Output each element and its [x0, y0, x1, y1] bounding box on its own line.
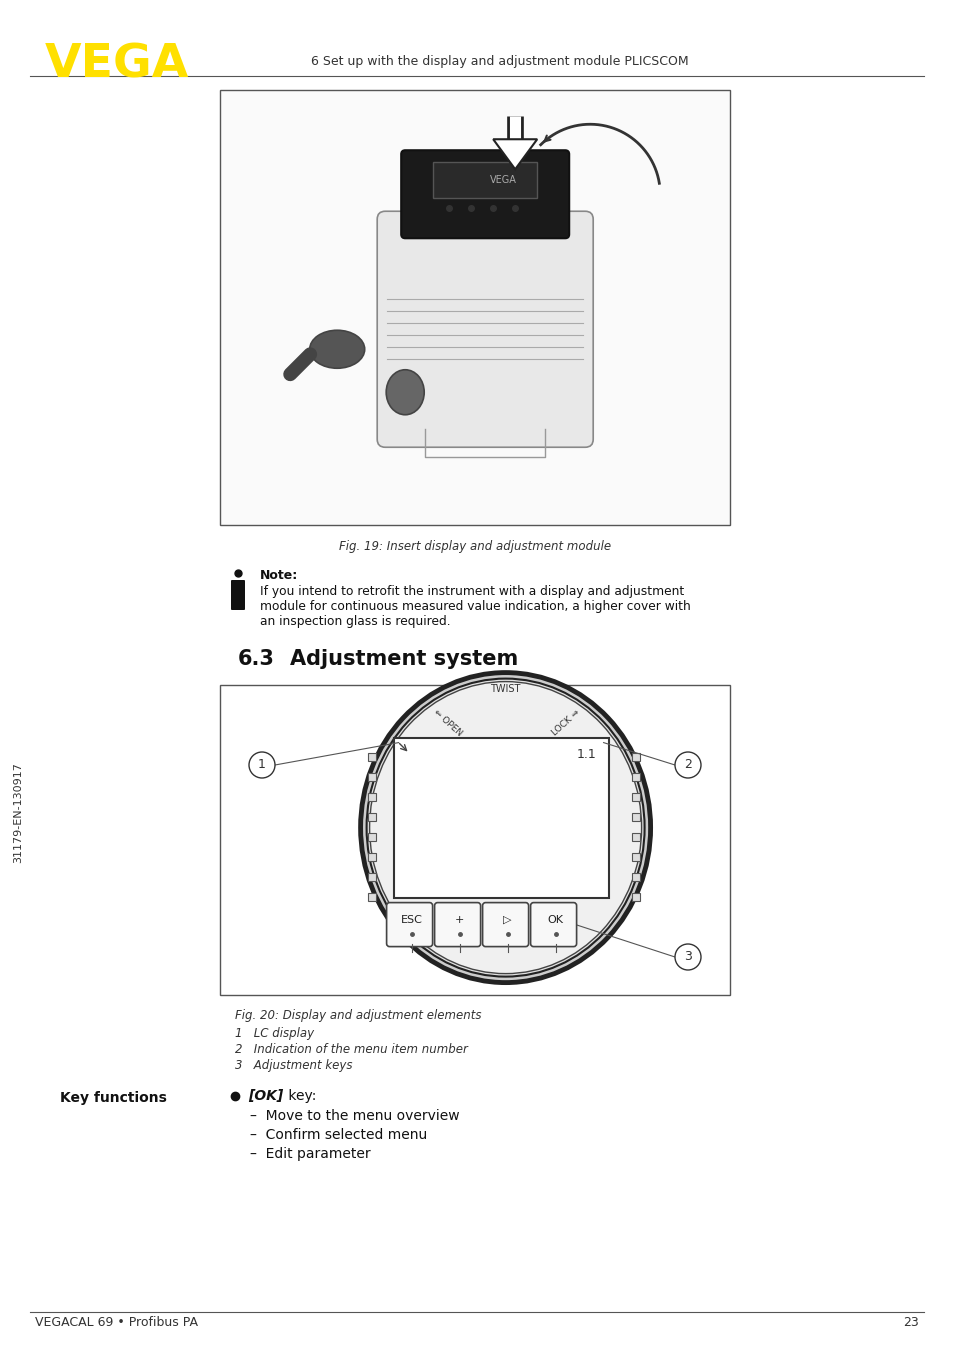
Text: +: + — [455, 914, 464, 925]
Text: 1.1: 1.1 — [577, 747, 596, 761]
Ellipse shape — [360, 673, 650, 983]
Text: If you intend to retrofit the instrument with a display and adjustment: If you intend to retrofit the instrument… — [260, 585, 683, 598]
FancyBboxPatch shape — [376, 211, 593, 447]
Text: 6 Set up with the display and adjustment module PLICSCOM: 6 Set up with the display and adjustment… — [311, 56, 688, 69]
Text: 1: 1 — [258, 758, 266, 772]
Ellipse shape — [386, 370, 424, 414]
FancyBboxPatch shape — [482, 903, 528, 946]
Text: Fig. 19: Insert display and adjustment module: Fig. 19: Insert display and adjustment m… — [338, 540, 611, 552]
Text: ⇐ OPEN: ⇐ OPEN — [431, 708, 463, 738]
Text: VEGA: VEGA — [45, 42, 190, 87]
Bar — [367, 892, 375, 900]
FancyBboxPatch shape — [386, 903, 432, 946]
Circle shape — [249, 751, 274, 779]
Text: an inspection glass is required.: an inspection glass is required. — [260, 615, 450, 628]
Circle shape — [675, 751, 700, 779]
Text: 31179-EN-130917: 31179-EN-130917 — [13, 762, 23, 862]
Text: 6.3: 6.3 — [237, 649, 274, 669]
Text: TWIST: TWIST — [490, 684, 520, 693]
Bar — [367, 812, 375, 821]
Text: VEGACAL 69 • Profibus PA: VEGACAL 69 • Profibus PA — [35, 1316, 198, 1330]
Text: 3: 3 — [683, 951, 691, 964]
Bar — [367, 792, 375, 800]
FancyBboxPatch shape — [401, 150, 569, 238]
Text: ESC: ESC — [400, 914, 422, 925]
Text: Key functions: Key functions — [60, 1091, 167, 1105]
Bar — [631, 833, 639, 841]
Bar — [367, 833, 375, 841]
Ellipse shape — [366, 678, 644, 976]
Bar — [220, 89, 729, 525]
FancyBboxPatch shape — [435, 903, 480, 946]
Text: 3   Adjustment keys: 3 Adjustment keys — [234, 1059, 352, 1072]
Text: Fig. 20: Display and adjustment elements: Fig. 20: Display and adjustment elements — [234, 1009, 481, 1022]
Text: OK: OK — [547, 914, 563, 925]
FancyBboxPatch shape — [231, 580, 245, 611]
Text: –  Confirm selected menu: – Confirm selected menu — [250, 1128, 427, 1141]
Bar — [631, 753, 639, 761]
Bar — [367, 753, 375, 761]
Text: Adjustment system: Adjustment system — [290, 649, 517, 669]
Bar — [367, 773, 375, 781]
Text: –  Edit parameter: – Edit parameter — [250, 1147, 370, 1160]
Bar — [433, 162, 537, 198]
Text: 2: 2 — [683, 758, 691, 772]
Text: Note:: Note: — [260, 569, 298, 582]
Ellipse shape — [369, 681, 641, 974]
Text: –  Move to the menu overview: – Move to the menu overview — [250, 1109, 459, 1122]
Text: key:: key: — [284, 1089, 316, 1104]
Text: VEGA: VEGA — [489, 175, 517, 185]
Bar — [631, 812, 639, 821]
Bar — [631, 892, 639, 900]
Text: 1   LC display: 1 LC display — [234, 1026, 314, 1040]
Bar — [367, 872, 375, 880]
Bar — [394, 738, 608, 898]
Bar — [631, 792, 639, 800]
Bar — [220, 685, 729, 995]
Text: [OK]: [OK] — [248, 1089, 283, 1104]
Bar — [631, 853, 639, 861]
Text: 2   Indication of the menu item number: 2 Indication of the menu item number — [234, 1043, 467, 1056]
Ellipse shape — [310, 330, 364, 368]
Text: 23: 23 — [902, 1316, 918, 1330]
Polygon shape — [493, 139, 537, 169]
Bar — [367, 853, 375, 861]
Text: ▷: ▷ — [503, 914, 512, 925]
Circle shape — [675, 944, 700, 969]
Text: module for continuous measured value indication, a higher cover with: module for continuous measured value ind… — [260, 600, 690, 613]
FancyBboxPatch shape — [530, 903, 576, 946]
Bar — [631, 773, 639, 781]
Text: LOCK ⇒: LOCK ⇒ — [549, 708, 580, 738]
Bar — [631, 872, 639, 880]
